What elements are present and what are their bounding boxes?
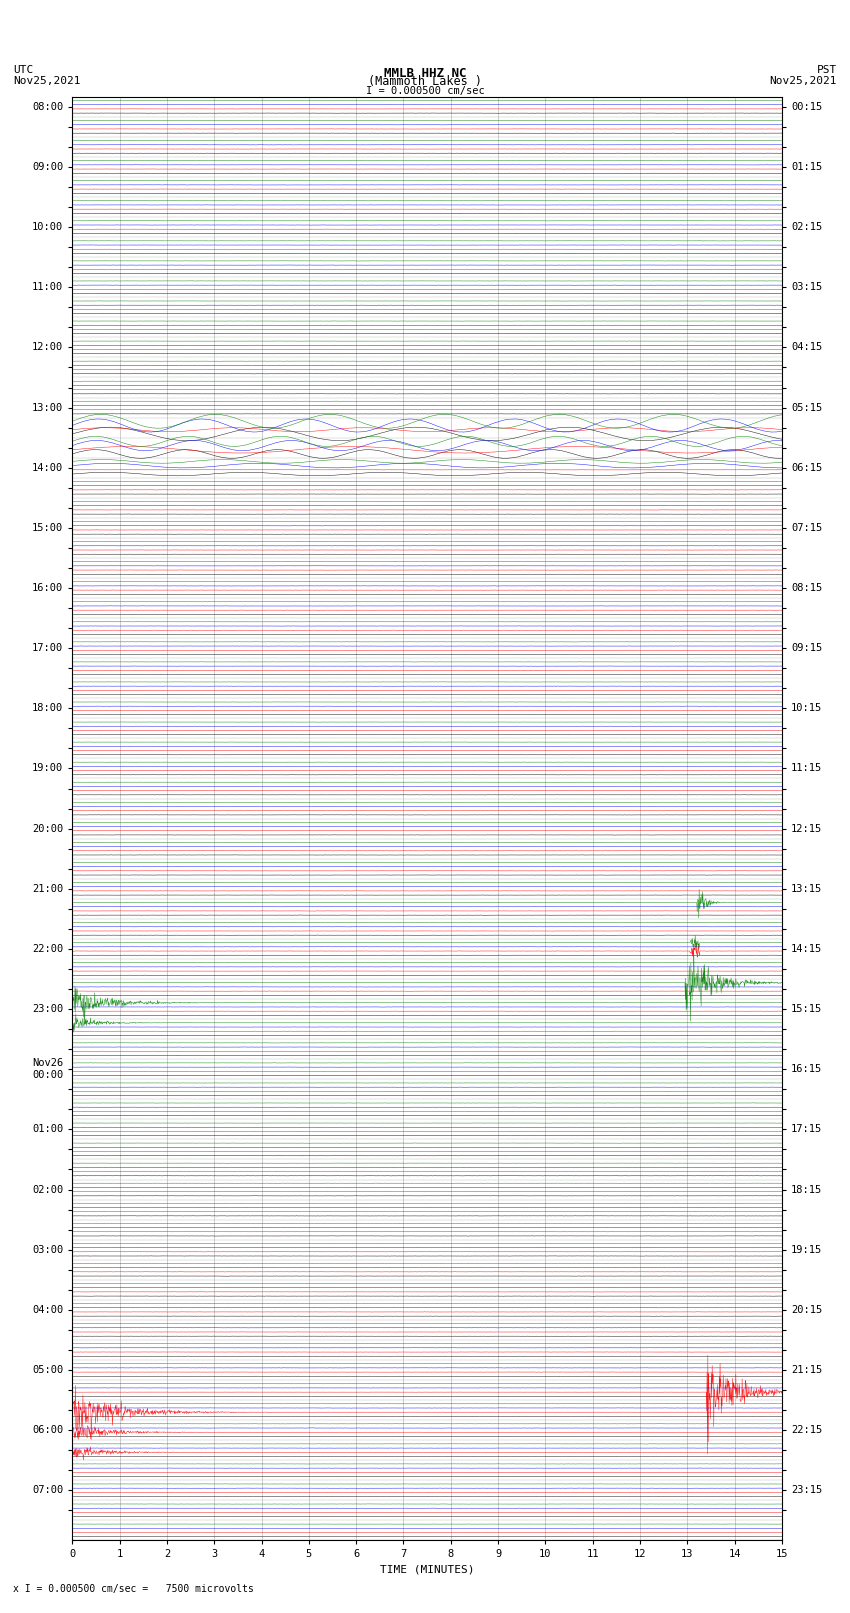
- Text: I = 0.000500 cm/sec: I = 0.000500 cm/sec: [366, 85, 484, 97]
- X-axis label: TIME (MINUTES): TIME (MINUTES): [380, 1565, 474, 1574]
- Text: x I = 0.000500 cm/sec =   7500 microvolts: x I = 0.000500 cm/sec = 7500 microvolts: [13, 1584, 253, 1594]
- Text: (Mammoth Lakes ): (Mammoth Lakes ): [368, 74, 482, 87]
- Text: PST
Nov25,2021: PST Nov25,2021: [770, 65, 837, 85]
- Text: UTC
Nov25,2021: UTC Nov25,2021: [13, 65, 80, 85]
- Text: MMLB HHZ NC: MMLB HHZ NC: [383, 66, 467, 79]
